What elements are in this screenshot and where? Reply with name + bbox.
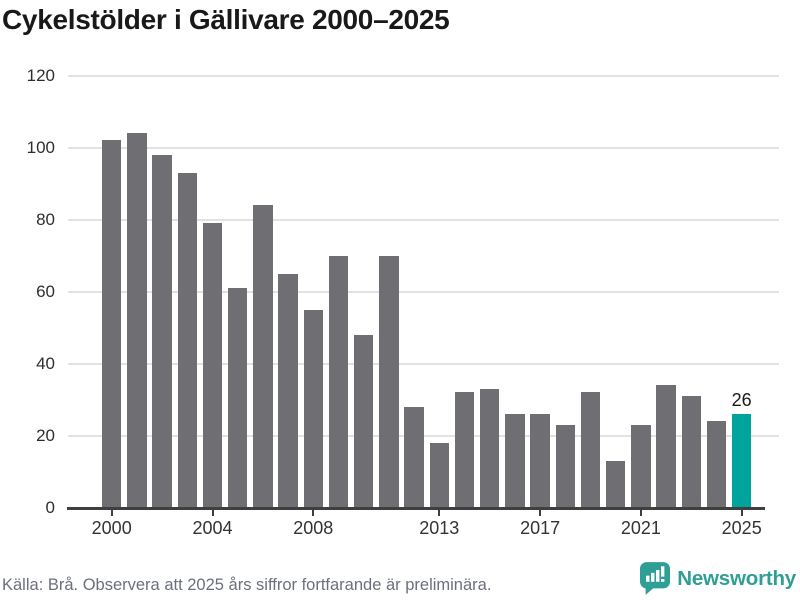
bar-2015: [479, 388, 500, 508]
bar-2010: [353, 334, 374, 508]
x-axis-label-2013: 2013: [419, 518, 460, 538]
bar-2025: [731, 413, 752, 508]
chart-title: Cykelstölder i Gällivare 2000–2025: [2, 4, 450, 35]
x-axis-label-2000: 2000: [91, 518, 132, 538]
gridline-60: [68, 290, 779, 293]
bar-2021: [631, 424, 651, 508]
x-tick-2017: [539, 510, 542, 516]
x-tick-2021: [639, 510, 642, 516]
x-axis-label-2021: 2021: [620, 518, 661, 538]
y-axis-label-100: 100: [26, 137, 55, 157]
source-note: Källa: Brå. Observera att 2025 års siffr…: [2, 576, 492, 594]
x-axis-label-2004: 2004: [192, 518, 233, 538]
x-axis-label-2008: 2008: [293, 518, 334, 538]
x-tick-2025: [740, 510, 743, 516]
y-axis-label-40: 40: [36, 353, 55, 373]
gridline-40: [68, 362, 779, 365]
newsworthy-chart-bubble-icon: [640, 562, 671, 595]
highlight-value-label: 26: [731, 389, 752, 410]
bar-2022: [656, 385, 676, 508]
y-axis-label-20: 20: [36, 425, 55, 445]
x-axis-line: [67, 507, 765, 510]
x-tick-2004: [211, 510, 214, 516]
newsworthy-wordmark: Newsworthy: [677, 566, 796, 590]
y-axis-label-0: 0: [45, 497, 55, 517]
bar-2006: [253, 205, 273, 508]
gridline-80: [68, 218, 779, 221]
bar-2018: [555, 424, 576, 508]
x-tick-2008: [312, 510, 315, 516]
bar-2020: [605, 460, 626, 508]
bar-2023: [681, 395, 702, 508]
bar-2009: [328, 255, 349, 508]
bar-2017: [530, 413, 550, 508]
bar-2003: [177, 172, 198, 508]
gridline-120: [68, 74, 779, 77]
bar-2011: [379, 255, 399, 508]
bar-2000: [101, 140, 122, 508]
bar-2016: [505, 413, 525, 508]
bar-2024: [706, 421, 727, 508]
gridline-100: [68, 146, 779, 149]
bar-2019: [580, 392, 601, 508]
bar-2005: [227, 287, 248, 508]
x-axis-label-2017: 2017: [520, 518, 561, 538]
bar-2007: [278, 273, 298, 508]
y-axis-label-80: 80: [36, 209, 55, 229]
bar-2002: [152, 154, 172, 508]
y-axis-label-120: 120: [26, 65, 55, 85]
bar-2013: [429, 442, 450, 508]
bar-2012: [404, 406, 424, 508]
newsworthy-logo: Newsworthy: [640, 562, 796, 595]
x-tick-2000: [110, 510, 113, 516]
y-axis-label-60: 60: [36, 281, 55, 301]
bar-2014: [454, 392, 475, 508]
x-axis-label-2025: 2025: [721, 518, 762, 538]
bar-2008: [303, 309, 324, 508]
bar-2004: [202, 223, 223, 508]
bar-2001: [127, 133, 147, 508]
x-tick-2013: [438, 510, 441, 516]
